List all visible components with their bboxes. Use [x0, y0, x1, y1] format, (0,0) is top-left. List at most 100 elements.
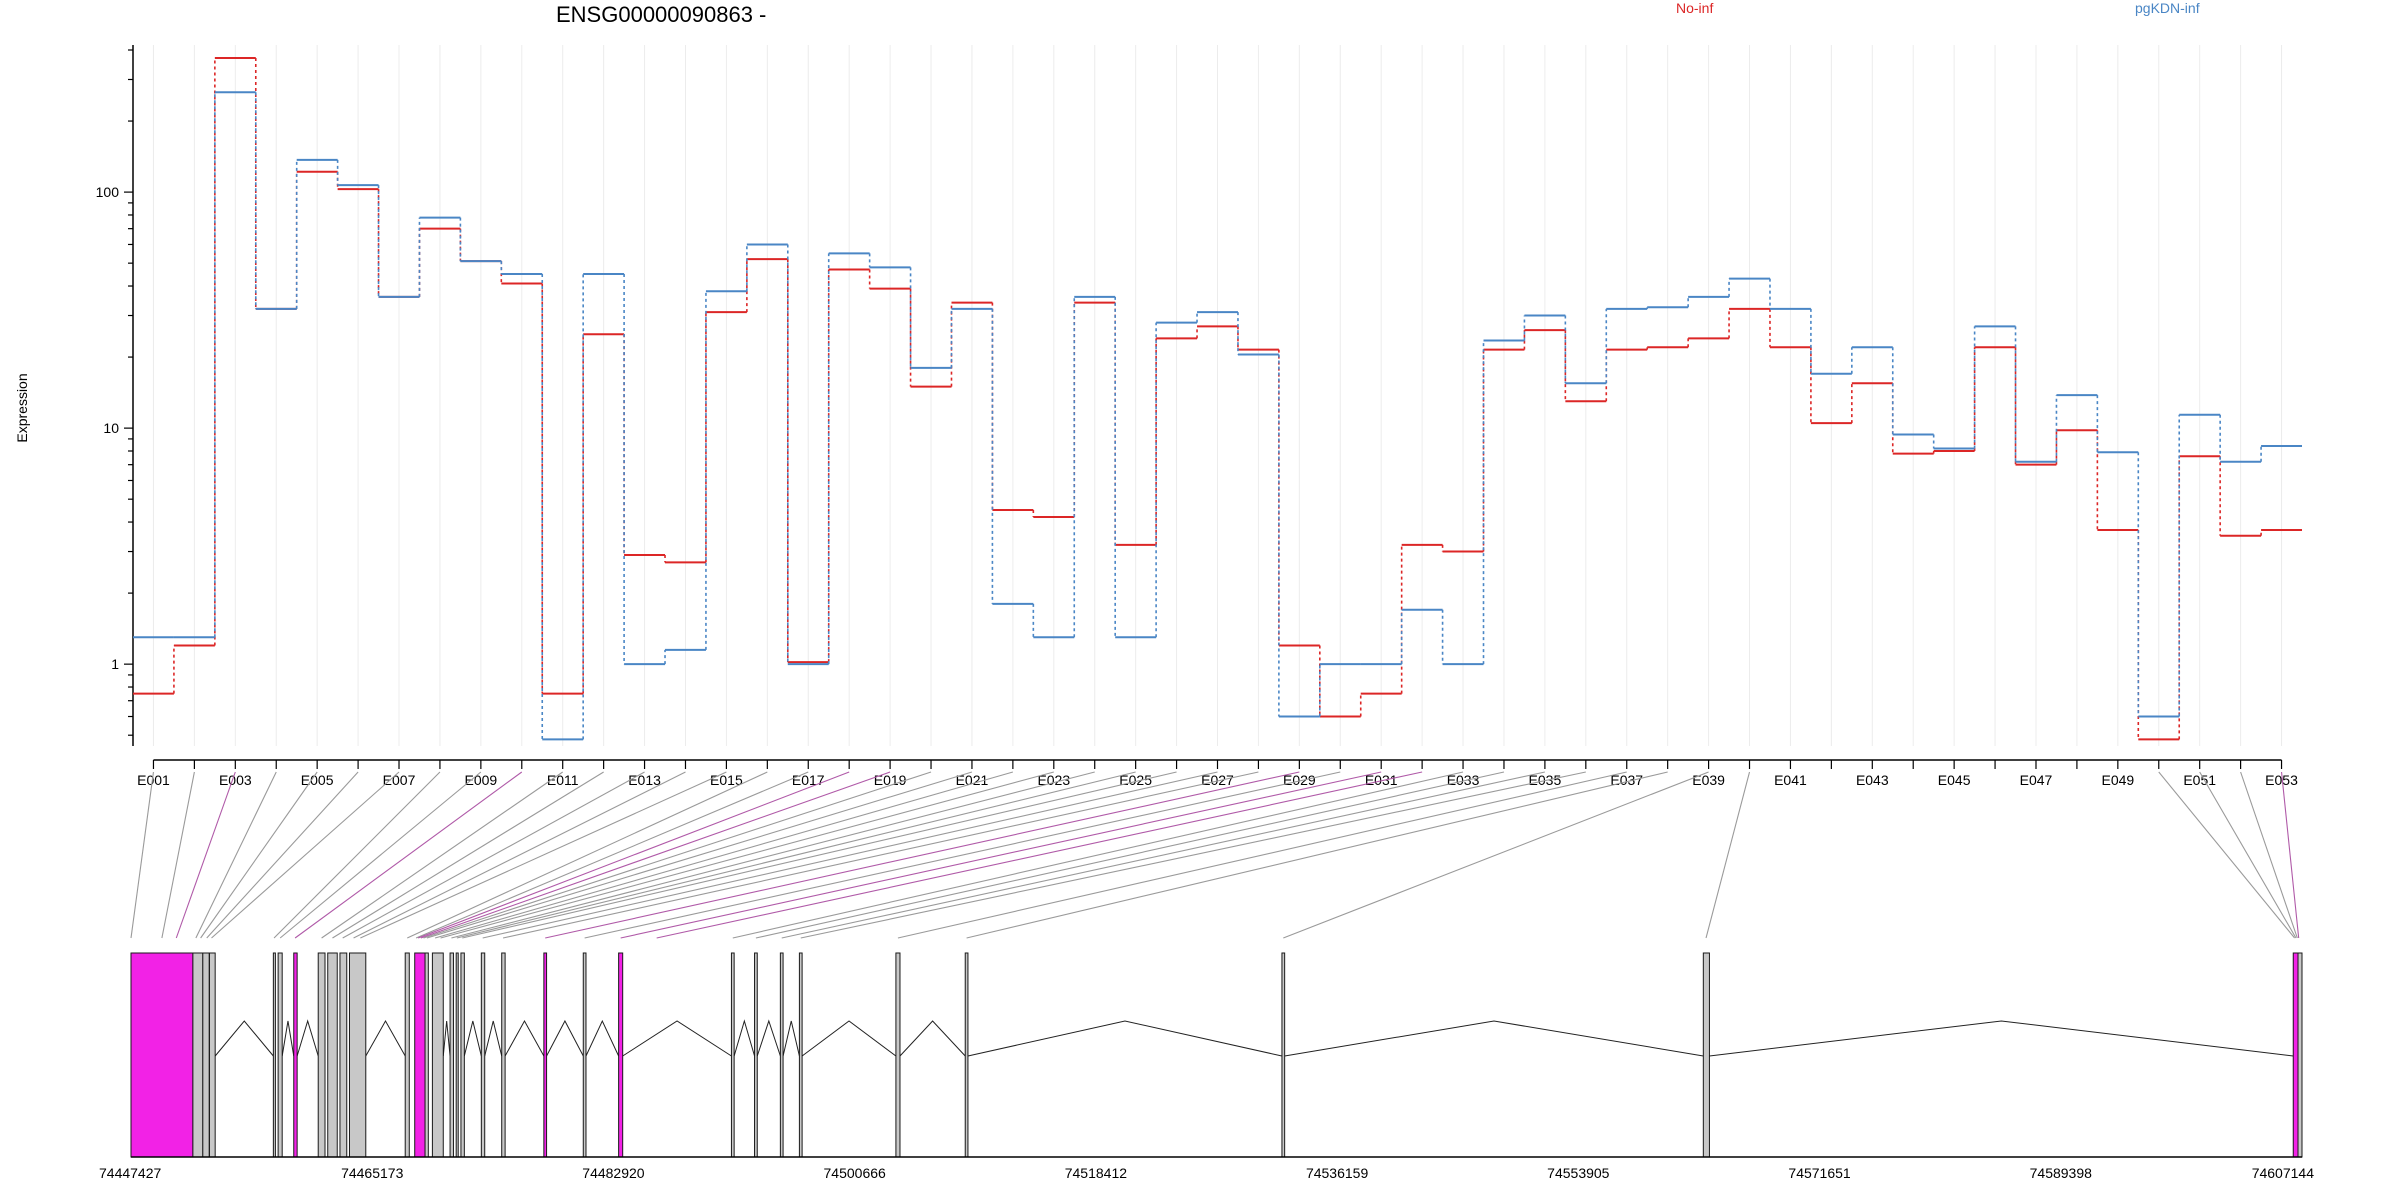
exon	[272, 952, 276, 1158]
intron	[801, 1020, 897, 1057]
x-tick-label: E031	[1365, 772, 1398, 788]
x-tick-label: E051	[2183, 772, 2216, 788]
genomic-tick-label: 74607144	[2252, 1165, 2315, 1181]
exon	[2297, 952, 2303, 1158]
exon	[618, 952, 624, 1158]
exon-link	[211, 771, 400, 939]
x-tick-label: E019	[874, 772, 907, 788]
genomic-tick-label: 74447427	[99, 1165, 162, 1181]
exon	[754, 952, 758, 1158]
genomic-tick-label: 74553905	[1547, 1165, 1610, 1181]
x-tick-label: E043	[1856, 772, 1889, 788]
exon	[449, 952, 454, 1158]
genomic-axis: 74447427 74465173 74482920 74500666 74518412…	[99, 1156, 2315, 1181]
intron	[899, 1020, 966, 1057]
exon-link	[456, 771, 1136, 939]
exon-link	[342, 771, 645, 939]
exon-link	[407, 771, 768, 939]
series-2	[133, 91, 2302, 741]
exons	[130, 952, 2303, 1158]
intron	[296, 1019, 319, 1057]
exon	[1702, 952, 1710, 1158]
exon-link	[332, 771, 604, 939]
exon-link	[279, 771, 482, 939]
exon-link	[130, 771, 155, 939]
intron	[585, 1019, 620, 1057]
exon-link	[360, 771, 727, 939]
exon	[317, 952, 326, 1158]
exon-link	[1705, 771, 1751, 939]
intron	[442, 1020, 451, 1057]
exon	[424, 952, 429, 1158]
exon-link	[451, 771, 1095, 939]
introns	[214, 1019, 2294, 1057]
exon-link	[440, 771, 1054, 939]
y-axis: 1 10 100	[96, 45, 134, 746]
y-tick-label: 100	[96, 184, 120, 200]
exon-link	[417, 771, 850, 939]
x-tick-label: E003	[219, 772, 252, 788]
vertical-grid	[152, 45, 2283, 746]
x-tick-label: E029	[1283, 772, 1316, 788]
exon	[480, 952, 486, 1158]
genomic-tick-label: 74589398	[2030, 1165, 2093, 1181]
exon-link	[966, 771, 1668, 939]
intron	[733, 1019, 756, 1057]
plot-title: ENSG00000090863 -	[556, 2, 767, 27]
genomic-tick-label: 74465173	[341, 1165, 404, 1181]
exon-link	[755, 771, 1505, 939]
x-tick-label: E027	[1201, 772, 1234, 788]
genomic-tick-label: 74500666	[824, 1165, 887, 1181]
exon-link	[423, 771, 932, 939]
exon-link	[2158, 771, 2296, 939]
exon	[964, 952, 969, 1158]
intron	[504, 1019, 545, 1057]
intron	[365, 1019, 406, 1057]
exon-link	[195, 771, 277, 939]
legend-label-pgkdn-inf: pgKDN-inf	[2135, 0, 2200, 16]
exon	[798, 952, 803, 1158]
intron	[622, 1020, 732, 1057]
exon-link	[781, 771, 1546, 939]
x-tick-label: E011	[547, 772, 579, 788]
x-tick-label: E039	[1692, 772, 1725, 788]
intron	[1709, 1020, 2294, 1057]
exon	[2292, 952, 2299, 1158]
exon-link	[206, 771, 359, 939]
x-tick-label: E013	[628, 772, 661, 788]
exon-link	[175, 771, 236, 939]
intron	[1284, 1020, 1704, 1057]
x-tick-label: E049	[2101, 772, 2134, 788]
exon-link	[482, 771, 1218, 939]
x-tick-label: E053	[2265, 772, 2298, 788]
x-axis: E001 E003 E005 E007 E009 E011 E013 E015 E017 E019…	[137, 759, 2298, 788]
exon-link	[273, 771, 441, 939]
exon	[192, 952, 204, 1158]
exon	[404, 952, 410, 1158]
exon	[460, 952, 465, 1158]
x-tick-label: E033	[1447, 772, 1480, 788]
exon-link	[353, 771, 686, 939]
exon	[327, 952, 338, 1158]
exon-link	[462, 771, 1177, 939]
exon	[543, 952, 548, 1158]
exon	[431, 952, 444, 1158]
exon-link	[434, 771, 1014, 939]
intron	[281, 1020, 295, 1057]
x-tick-label: E045	[1938, 772, 1971, 788]
intron	[756, 1019, 781, 1057]
exon-link	[502, 771, 1259, 939]
genomic-tick-label: 74571651	[1788, 1165, 1851, 1181]
exon	[582, 952, 587, 1158]
intron	[967, 1020, 1283, 1057]
exon	[501, 952, 506, 1158]
exon	[277, 952, 283, 1158]
exon-link	[200, 771, 318, 939]
exon-link	[294, 771, 523, 939]
legend-label-no-inf: No-inf	[1676, 0, 1714, 16]
exon-link	[321, 771, 564, 939]
exon-link	[415, 771, 809, 939]
exon	[779, 952, 784, 1158]
